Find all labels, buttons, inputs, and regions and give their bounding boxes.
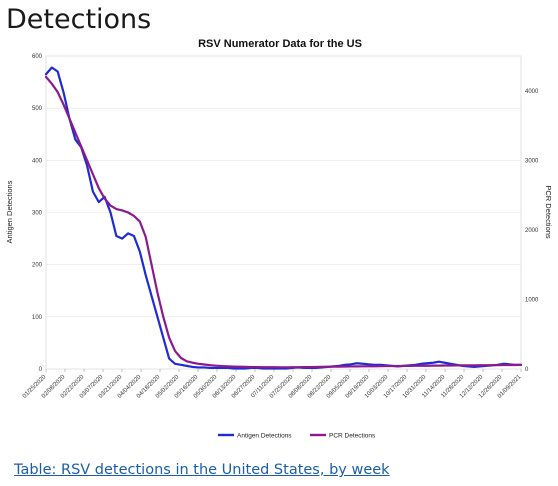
y2-tick-label: 2000 xyxy=(525,228,539,234)
series-line-pcr xyxy=(44,75,523,369)
x-axis-ticks: 01/25/202002/08/202002/22/202003/07/2020… xyxy=(22,369,523,400)
y-tick-label: 600 xyxy=(32,54,43,60)
grid-lines xyxy=(46,55,521,370)
page-heading: Detections xyxy=(6,4,152,35)
y-tick-label: 200 xyxy=(32,263,43,269)
right-axis-ticks: 0 1000 2000 3000 4000 xyxy=(525,89,539,373)
y-tick-label: 100 xyxy=(32,315,43,321)
chart-title: RSV Numerator Data for the US xyxy=(198,38,362,50)
rsv-chart-svg: RSV Numerator Data for the US 0 100 200 300… xyxy=(5,38,553,439)
y-tick-label: 300 xyxy=(32,211,43,217)
series-group xyxy=(44,66,523,370)
legend: Antigen Detections PCR Detections xyxy=(218,432,376,439)
table-link[interactable]: Table: RSV detections in the United Stat… xyxy=(14,462,390,478)
y-tick-label: 500 xyxy=(32,106,43,112)
y2-axis-title: PCR Detections xyxy=(544,185,553,239)
left-axis-ticks: 0 100 200 300 400 500 600 xyxy=(32,54,43,373)
legend-label: Antigen Detections xyxy=(237,432,292,439)
rsv-chart: RSV Numerator Data for the US 0 100 200 300… xyxy=(0,34,558,450)
legend-label: PCR Detections xyxy=(329,432,376,439)
y-tick-label: 0 xyxy=(39,367,43,373)
y2-tick-label: 0 xyxy=(525,367,529,373)
y2-tick-label: 4000 xyxy=(525,89,539,95)
series-line-antigen xyxy=(44,66,523,370)
y-tick-label: 400 xyxy=(32,158,43,164)
y2-tick-label: 1000 xyxy=(525,297,539,303)
y2-tick-label: 3000 xyxy=(525,158,539,164)
y-axis-title: Antigen Detections xyxy=(5,180,14,243)
